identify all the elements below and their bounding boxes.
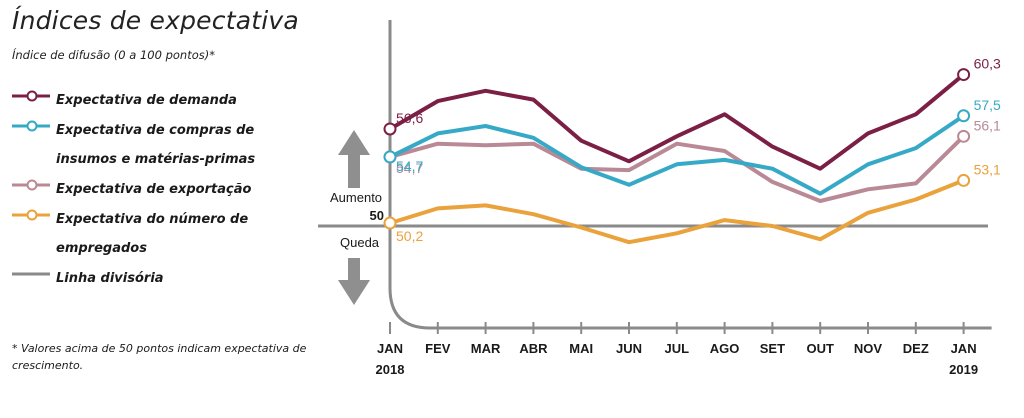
x-tick-label: DEZ: [903, 341, 929, 356]
x-year-label: 2019: [949, 362, 978, 377]
x-tick-label: JUL: [665, 341, 690, 356]
chart-subtitle: Índice de difusão (0 a 100 pontos)*: [12, 48, 215, 62]
legend: Expectativa de demanda Expectativa de co…: [12, 84, 312, 292]
axis-line: [388, 20, 992, 330]
legend-marker-empregados: [12, 209, 50, 221]
data-label: 53,1: [974, 161, 1001, 177]
series-line: [388, 72, 966, 171]
legend-item-demanda: Expectativa de demanda: [12, 84, 312, 114]
data-label: 54,7: [396, 160, 423, 176]
x-tick-label: FEV: [425, 341, 451, 356]
legend-label-empregados: Expectativa do número de empregados: [56, 212, 249, 256]
legend-item-exportacao: Expectativa de exportação: [12, 173, 312, 203]
data-label: 60,3: [974, 56, 1001, 72]
legend-item-linha-divisoria: Linha divisória: [12, 262, 312, 292]
baseline-label: 50: [370, 208, 384, 223]
data-point-marker: [957, 68, 971, 82]
decrease-arrow-icon: [338, 258, 370, 305]
x-tick-label: JAN: [377, 341, 403, 356]
x-year-label: 2018: [376, 362, 405, 377]
legend-label-demanda: Expectativa de demanda: [56, 93, 237, 108]
data-point-marker: [957, 109, 971, 123]
data-labels: 50,253,154,756,154,757,556,660,3: [396, 56, 1001, 244]
x-tick-label: MAR: [471, 341, 501, 356]
increase-arrow-icon: [338, 130, 370, 188]
legend-marker-demanda: [12, 90, 50, 102]
legend-marker-insumos: [12, 120, 50, 132]
x-tick-label: SET: [760, 341, 785, 356]
legend-marker-linha-divisoria: [12, 272, 50, 276]
x-tick-label: OUT: [806, 341, 834, 356]
data-label: 54,7: [396, 158, 423, 174]
series-line: [388, 113, 966, 196]
legend-marker-exportacao: [12, 179, 50, 191]
legend-label-linha-divisoria: Linha divisória: [56, 271, 164, 286]
legend-label-insumos: Expectativa de compras de insumos e maté…: [56, 123, 256, 167]
x-tick-label: NOV: [854, 341, 883, 356]
data-label: 56,6: [396, 110, 423, 126]
chart-title: Índices de expectativa: [12, 6, 299, 35]
x-tick-label: JAN: [951, 341, 977, 356]
data-label: 57,5: [974, 97, 1001, 113]
data-label: 50,2: [396, 228, 423, 244]
axes: JAN 2018 FEV MAR ABR MAI JUN JUL AGO SET OUT NOV DEZ…: [318, 20, 992, 377]
x-tick-label: ABR: [519, 341, 548, 356]
legend-item-empregados: Expectativa do número de empregados: [12, 203, 312, 262]
data-point-marker: [957, 173, 971, 187]
x-tick-label: JUN: [616, 341, 642, 356]
increase-label: Aumento: [330, 190, 382, 205]
direction-arrows: Aumento 50 Queda: [330, 130, 384, 305]
data-point-marker: [957, 129, 971, 143]
decrease-label: Queda: [340, 235, 380, 250]
x-tick-label: AGO: [710, 341, 740, 356]
data-point-marker: [383, 216, 397, 230]
series-group: [383, 68, 971, 245]
footnote: * Valores acima de 50 pontos indicam exp…: [12, 342, 307, 372]
legend-item-insumos: Expectativa de compras de insumos e maté…: [12, 114, 312, 173]
series-line: [388, 178, 966, 245]
data-point-marker: [383, 122, 397, 136]
legend-label-exportacao: Expectativa de exportação: [56, 182, 252, 197]
x-tick-label: MAI: [569, 341, 593, 356]
data-label: 56,1: [974, 117, 1001, 133]
series-line: [388, 134, 966, 203]
data-point-marker: [383, 150, 397, 164]
